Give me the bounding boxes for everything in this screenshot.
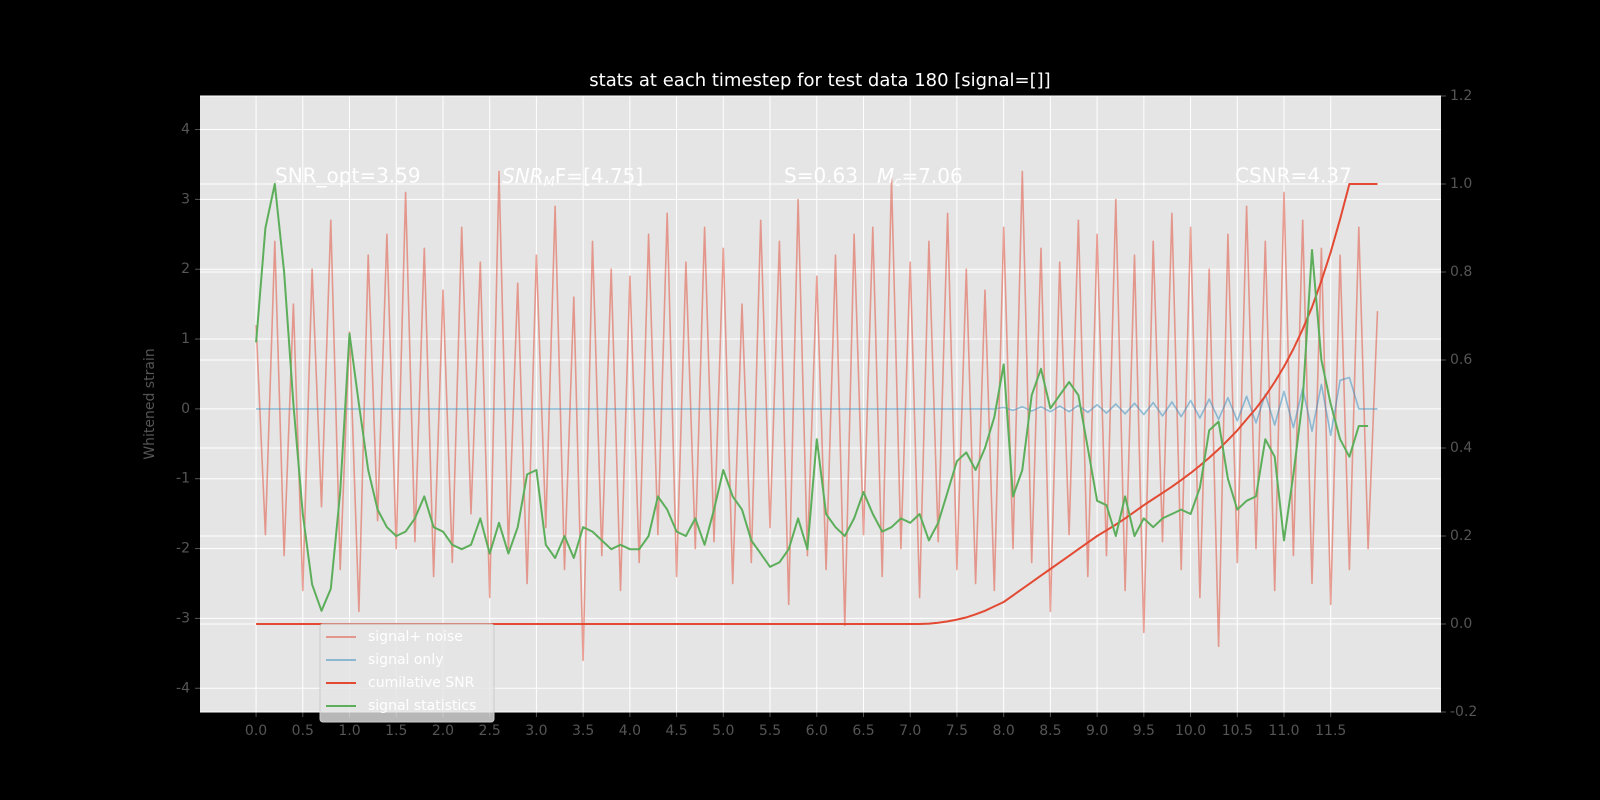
y-tick-label: 2 (181, 261, 190, 277)
y-tick-label: 1 (181, 331, 190, 347)
annotation: Mc=7.06 (877, 164, 963, 190)
y2-tick-label: 0.8 (1450, 264, 1472, 280)
y-tick-label: -4 (176, 680, 190, 696)
x-tick-label: 3.5 (572, 723, 594, 739)
y2-tick-label: 1.2 (1450, 88, 1472, 104)
x-tick-label: 0.0 (245, 723, 267, 739)
y2-tick-label: 0.2 (1450, 528, 1472, 544)
legend-label: cumilative SNR (368, 675, 475, 691)
x-tick-label: 8.0 (993, 723, 1015, 739)
x-tick-label: 11.5 (1315, 723, 1346, 739)
x-tick-label: 0.5 (292, 723, 314, 739)
y2-tick-label: 0.4 (1450, 440, 1472, 456)
y-tick-label: 0 (181, 401, 190, 417)
chart-title: stats at each timestep for test data 180… (589, 70, 1050, 91)
y2-tick-label: -0.2 (1450, 704, 1477, 720)
annotation-base: SNR (502, 164, 544, 188)
legend-label: signal+ noise (368, 629, 463, 645)
annotation-sub: M (544, 175, 555, 190)
x-tick-label: 11.0 (1268, 723, 1299, 739)
x-tick-label: 10.5 (1222, 723, 1253, 739)
annotation: CSNR=4.37 (1235, 164, 1352, 188)
x-tick-label: 6.0 (806, 723, 828, 739)
annotation: S=0.63 (784, 164, 858, 188)
annotation-tail: =7.06 (901, 164, 962, 188)
annotations: SNR_opt=3.59 SNRMF=[4.75] S=0.63 Mc=7.06 CSN… (275, 164, 1352, 190)
y2-tick-label: 0.6 (1450, 352, 1472, 368)
annotation: SNRMF=[4.75] (502, 164, 643, 190)
x-tick-label: 9.5 (1133, 723, 1155, 739)
y-tick-label: -2 (176, 541, 190, 557)
series-line (255, 183, 1369, 612)
annotation: SNR_opt=3.59 (275, 164, 421, 188)
x-tick-label: 2.5 (479, 723, 501, 739)
y-tick-label: -3 (176, 610, 190, 626)
x-tick-label: 1.5 (385, 723, 407, 739)
annotation-tail: F=[4.75] (555, 164, 643, 188)
x-tick-label: 4.5 (665, 723, 687, 739)
x-tick-label: 7.0 (899, 723, 921, 739)
x-tick-label: 9.0 (1086, 723, 1108, 739)
legend-label: signal only (368, 652, 443, 668)
series-line (255, 170, 1379, 662)
series-line (256, 376, 1378, 437)
legend-label: signal statistics (368, 698, 476, 714)
x-tick-label: 5.5 (759, 723, 781, 739)
x-tick-label: 7.5 (946, 723, 968, 739)
x-tick-label: 4.0 (619, 723, 641, 739)
y2-tick-label: 1.0 (1450, 176, 1472, 192)
x-tick-label: 6.5 (852, 723, 874, 739)
x-tick-label: 8.5 (1039, 723, 1061, 739)
x-tick-label: 10.0 (1175, 723, 1206, 739)
y-tick-label: 3 (181, 191, 190, 207)
y-tick-label: -1 (176, 471, 190, 487)
x-tick-label: 1.0 (338, 723, 360, 739)
x-tick-label: 5.0 (712, 723, 734, 739)
legend-box (319, 623, 495, 723)
y-axis-label: Whitened strain (142, 348, 158, 459)
legend: signal+ noise signal only cumilative SNR si… (319, 623, 495, 723)
annotation-base: M (877, 164, 894, 188)
y2-tick-label: 0.0 (1450, 616, 1472, 632)
y-tick-label: 4 (181, 122, 190, 138)
annotation-sub: c (894, 175, 901, 190)
x-tick-label: 3.0 (525, 723, 547, 739)
x-tick-label: 2.0 (432, 723, 454, 739)
